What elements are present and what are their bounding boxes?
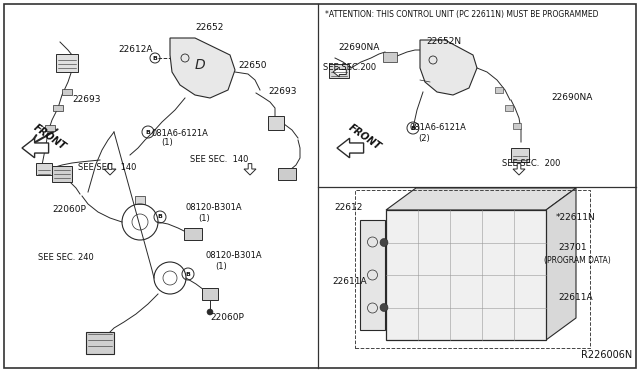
Text: *ATTENTION: THIS CONTROL UNIT (PC 22611N) MUST BE PROGRAMMED: *ATTENTION: THIS CONTROL UNIT (PC 22611N… <box>325 10 598 19</box>
Text: 081A6-6121A: 081A6-6121A <box>410 124 467 132</box>
Circle shape <box>380 304 388 311</box>
Text: (PROGRAM DATA): (PROGRAM DATA) <box>544 256 611 264</box>
Text: 081A6-6121A: 081A6-6121A <box>152 128 209 138</box>
FancyBboxPatch shape <box>36 163 52 175</box>
Text: 22690NA: 22690NA <box>551 93 593 103</box>
Text: 22693: 22693 <box>72 96 100 105</box>
Text: *22611N: *22611N <box>556 214 596 222</box>
Text: 22652N: 22652N <box>426 38 461 46</box>
Polygon shape <box>420 40 477 95</box>
Text: B: B <box>145 129 150 135</box>
Text: (1): (1) <box>215 262 227 270</box>
Polygon shape <box>333 67 346 77</box>
FancyBboxPatch shape <box>135 196 145 204</box>
Text: 22650: 22650 <box>238 61 266 70</box>
Polygon shape <box>104 164 116 175</box>
Text: 22611A: 22611A <box>558 294 593 302</box>
Polygon shape <box>513 164 525 175</box>
FancyBboxPatch shape <box>86 332 114 354</box>
FancyBboxPatch shape <box>62 89 72 95</box>
FancyBboxPatch shape <box>45 125 55 131</box>
FancyBboxPatch shape <box>511 148 529 162</box>
Text: 22690NA: 22690NA <box>338 44 380 52</box>
FancyBboxPatch shape <box>53 105 63 111</box>
Polygon shape <box>546 188 576 340</box>
Text: SEE SEC. 240: SEE SEC. 240 <box>38 253 93 263</box>
Text: 22612: 22612 <box>334 203 362 212</box>
Text: 22611A: 22611A <box>332 278 367 286</box>
Text: 22060P: 22060P <box>52 205 86 215</box>
Bar <box>360 220 385 330</box>
Text: (2): (2) <box>418 134 429 142</box>
Text: 23701: 23701 <box>558 244 587 253</box>
FancyBboxPatch shape <box>329 64 349 78</box>
Bar <box>386 210 546 340</box>
FancyBboxPatch shape <box>268 116 284 130</box>
Polygon shape <box>337 138 364 158</box>
Text: B: B <box>186 272 191 276</box>
Text: 22652: 22652 <box>195 23 223 32</box>
FancyBboxPatch shape <box>52 166 72 182</box>
Circle shape <box>380 238 388 247</box>
Text: 08120-B301A: 08120-B301A <box>205 251 262 260</box>
FancyBboxPatch shape <box>383 52 397 62</box>
Polygon shape <box>244 164 256 175</box>
Polygon shape <box>22 138 49 158</box>
Text: (1): (1) <box>161 138 173 148</box>
Polygon shape <box>170 38 235 98</box>
Polygon shape <box>386 188 576 210</box>
Text: SEE SEC.  140: SEE SEC. 140 <box>78 163 136 171</box>
Text: R226006N: R226006N <box>580 350 632 360</box>
FancyBboxPatch shape <box>505 105 513 111</box>
Text: 22693: 22693 <box>268 87 296 96</box>
Text: B: B <box>157 215 163 219</box>
Bar <box>355 190 590 348</box>
FancyBboxPatch shape <box>278 168 296 180</box>
Text: SEE SEC.  140: SEE SEC. 140 <box>190 155 248 164</box>
Text: FRONT: FRONT <box>347 122 383 152</box>
FancyBboxPatch shape <box>513 123 521 129</box>
Text: SEE SEC.  200: SEE SEC. 200 <box>502 160 561 169</box>
FancyBboxPatch shape <box>56 54 78 72</box>
FancyBboxPatch shape <box>184 228 202 240</box>
Circle shape <box>207 309 213 315</box>
Text: B: B <box>411 125 415 131</box>
Text: D: D <box>195 58 205 72</box>
Text: FRONT: FRONT <box>32 122 68 152</box>
Text: (1): (1) <box>198 214 210 222</box>
Text: 08120-B301A: 08120-B301A <box>185 203 242 212</box>
Text: B: B <box>152 55 157 61</box>
FancyBboxPatch shape <box>495 87 503 93</box>
Text: 22612A: 22612A <box>118 45 152 55</box>
FancyBboxPatch shape <box>202 288 218 300</box>
Text: SEE SEC.200: SEE SEC.200 <box>323 64 376 73</box>
Text: 22060P: 22060P <box>210 314 244 323</box>
